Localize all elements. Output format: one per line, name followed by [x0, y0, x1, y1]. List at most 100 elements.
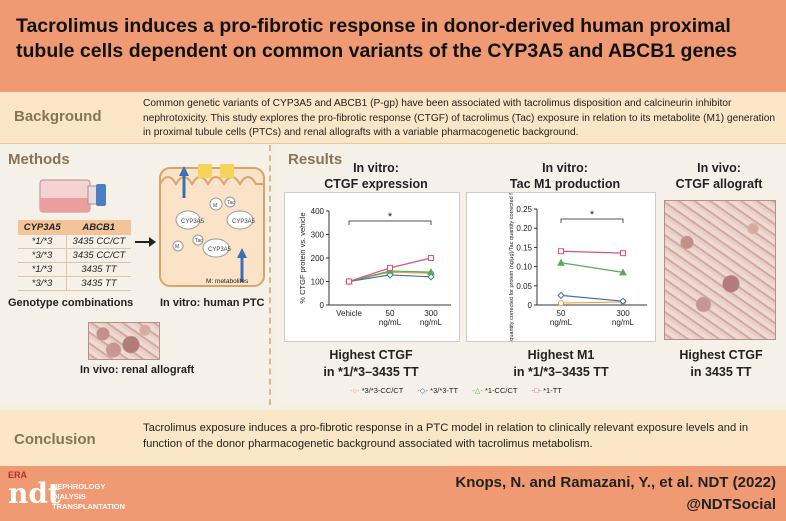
journal-name-line: TRANSPLANTATION [52, 502, 126, 511]
x-tick-label: ng/mL [612, 318, 635, 327]
svg-text:CYP3A5: CYP3A5 [208, 247, 232, 253]
title-banner: Tacrolimus induces a pro-fibrotic respon… [0, 0, 786, 92]
legend-item: -□- *1-TT [531, 386, 561, 400]
arrow-right-icon [135, 237, 156, 247]
legend-marker-icon: -○- [350, 386, 360, 395]
ptc-caption: In vitro: human PTC [160, 297, 265, 309]
data-point [619, 297, 627, 305]
data-point [620, 250, 626, 257]
table-row: *3/*3 3435 CC/CT [18, 248, 131, 263]
journal-name-line: NEPHROLOGY [52, 482, 106, 491]
ctgf-chart-box: 0 100 200 300 400 Vehicle 50 ng/mL 300 ng/mL% CTG… [284, 192, 460, 342]
table-cell: 3435 TT [66, 276, 131, 291]
significance-label: * [590, 209, 595, 221]
journal-name-line: DIALYSIS [52, 492, 86, 501]
legend-marker-icon: -◇- [417, 386, 429, 395]
journal-name: NEPHROLOGY DIALYSIS TRANSPLANTATION [52, 482, 125, 512]
svg-text:M: M [175, 244, 179, 250]
metabolite-note: M: metabolites [206, 278, 249, 285]
x-tick-label: 300 [424, 309, 438, 318]
x-tick-label: ng/mL [420, 318, 443, 327]
svg-text:Tac: Tac [195, 238, 203, 244]
significance-bracket [348, 220, 432, 225]
results-col1-heading: In vitro: CTGF expression [324, 161, 428, 191]
y-tick-label: 0.05 [516, 282, 532, 291]
svg-text:M: M [213, 203, 217, 209]
x-tick-label: 300 [616, 309, 630, 318]
legend-marker-icon: -□- [531, 386, 542, 395]
y-tick-label: 400 [311, 207, 325, 216]
background-band [0, 92, 786, 144]
y-tick-label: 100 [311, 278, 325, 287]
col2-highlight-2: in *1/*3–3435 TT [513, 365, 609, 379]
significance-label: * [388, 211, 393, 223]
svg-text:CYP3A5: CYP3A5 [232, 219, 256, 225]
table-cell: 3435 CC/CT [66, 235, 131, 249]
conclusion-text: Tacrolimus exposure induces a pro-fibrot… [143, 422, 749, 450]
data-point [557, 258, 565, 266]
x-tick-label: Vehicle [336, 309, 362, 318]
legend-label: *1-TT [543, 386, 562, 395]
y-tick-label: 0.20 [516, 224, 532, 233]
y-axis-label: % CTGF protein vs. vehicle [298, 212, 307, 303]
results-col2-heading: In vitro: Tac M1 production [509, 161, 621, 191]
results-label: Results [288, 151, 343, 168]
genotype-table: CYP3A5 ABCB1 *1/*3 3435 CC/CT *3/*3 3435 C… [18, 220, 131, 291]
data-point [557, 291, 565, 300]
x-tick-label: 50 [386, 309, 395, 318]
m1-chart: 00.050.100.150.200.2550ng/mL300ng/mLTota… [509, 151, 647, 363]
data-point [387, 264, 393, 271]
y-tick-label: 200 [311, 254, 325, 263]
table-cell: 3435 CC/CT [66, 248, 131, 263]
conclusion-label: Conclusion [14, 431, 96, 448]
col2-highlight-1: Highest M1 [527, 348, 595, 362]
journal-logo: ERA ndt NEPHROLOGY DIALYSIS TRANSPLANTAT… [8, 468, 158, 518]
y-tick-label: 0 [320, 301, 325, 310]
legend-label: *3/*3-CC/CT [361, 386, 404, 395]
table-row: *1/*3 3435 CC/CT [18, 235, 131, 249]
data-point [427, 268, 435, 276]
y-tick-label: 0.15 [516, 243, 532, 252]
data-point [558, 248, 564, 255]
results-col3-heading: In vivo: CTGF allograft [675, 161, 763, 191]
citation: Knops, N. and Ramazani, Y., et al. NDT (… [455, 474, 776, 491]
ctgf-allograft-image [664, 200, 776, 340]
legend-item: -△- *1-CC/CT [472, 386, 517, 400]
y-tick-label: 0 [528, 301, 533, 310]
data-point [619, 268, 627, 276]
data-point [428, 255, 434, 261]
y-tick-label: 0.10 [516, 263, 532, 272]
y-axis-label: Total M1 quantity corrected for protein … [509, 193, 515, 343]
table-cell: 3435 TT [66, 262, 131, 277]
table-cell: *3/*3 [18, 248, 67, 263]
genotype-caption: Genotype combinations [8, 297, 134, 309]
table-row: *1/*3 3435 TT [18, 262, 131, 277]
table-header-abcb1: ABCB1 [66, 220, 131, 235]
y-tick-label: 300 [311, 231, 325, 240]
col1-highlight-1: Highest CTGF [329, 348, 413, 362]
m1-chart-box: 0 0.05 0.10 0.15 0.20 0.25 50 ng/mL 300 ng/mL Tota… [466, 151, 656, 363]
conclusion-band [0, 410, 786, 466]
significance-bracket [560, 218, 624, 223]
proximal-tubule-cell-diagram: CYP3A5 CYP3A5 CYP3A5 M Tac Tac M [159, 164, 265, 287]
ndt-logo-text: ndt [8, 477, 61, 510]
x-tick-label: ng/mL [379, 318, 402, 327]
table-cell: *1/*3 [18, 235, 67, 249]
chart-legend: -○- *3/*3-CC/CT -◇- *3/*3-TT -△- *1-CC/C… [350, 386, 650, 400]
social-handle[interactable]: @NDTSocial [686, 496, 776, 513]
renal-allograft-image [88, 322, 160, 360]
legend-item: -○- *3/*3-CC/CT [350, 386, 403, 400]
data-point [346, 278, 352, 285]
series-line [560, 294, 624, 302]
series-line [560, 301, 624, 304]
methods-label: Methods [8, 151, 70, 168]
background-text: Common genetic variants of CYP3A5 and AB… [143, 98, 776, 138]
legend-label: *3/*3-TT [430, 386, 459, 395]
table-cell: *1/*3 [18, 262, 67, 277]
allograft-caption: In vivo: renal allograft [80, 364, 195, 376]
legend-marker-icon: -△- [472, 386, 483, 395]
footer-band [0, 466, 786, 521]
data-point [427, 273, 435, 281]
table-cell: *3/*3 [18, 276, 67, 291]
